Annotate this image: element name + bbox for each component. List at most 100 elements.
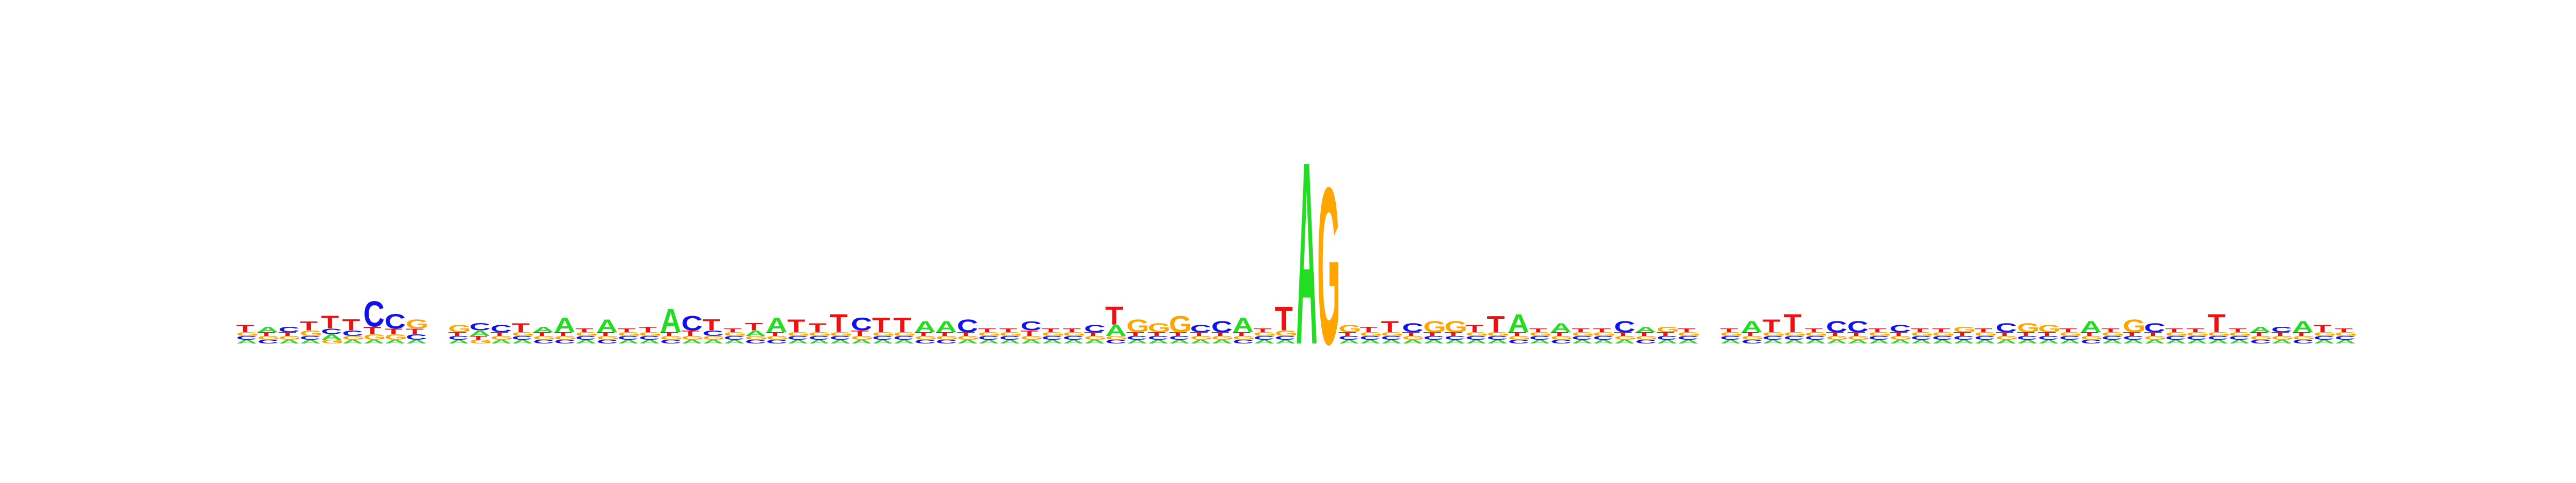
logo-letter-g: G [1508,335,1531,341]
logo-letter-a: A [1932,339,1953,345]
logo-letter-g: G [1360,331,1383,337]
logo-letter-t: T [1572,327,1590,333]
logo-letter-c: C [1487,335,1509,341]
logo-letter-t: T [2059,327,2077,333]
logo-letter-c: C [575,335,597,341]
logo-letter-g: G [342,335,365,341]
logo-letter-a: A [554,314,576,337]
logo-letter-a: A [1550,320,1572,335]
logo-letter-t: T [1423,331,1441,337]
logo-letter-c: C [533,339,554,345]
logo-letter-c: C [639,335,661,341]
logo-letter-t: T [1190,331,1209,337]
logo-letter-a: A [300,339,321,345]
logo-letter-g: G [1550,335,1574,341]
logo-letter-c: C [1381,335,1402,341]
logo-letter-a: A [1254,339,1275,345]
logo-letter-t: T [809,320,827,335]
logo-letter-g: G [745,335,768,341]
logo-letter-t: T [1275,299,1293,338]
logo-letter-a: A [1635,325,1657,334]
logo-letter-g: G [914,335,938,341]
logo-letter-t: T [872,314,890,337]
logo-letter-t: T [1974,327,1993,333]
logo-letter-g: G [1233,335,1256,341]
logo-letter-c: C [258,339,279,345]
logo-letter-t: T [2017,331,2035,337]
logo-letter-c: C [766,339,788,345]
logo-letter-c: C [1254,335,1275,341]
logo-letter-g: G [279,335,302,341]
logo-letter-t: T [851,329,869,338]
logo-letter-c: C [2229,335,2250,341]
logo-letter-g: G [639,331,662,337]
logo-letter-c: C [1784,335,1805,341]
logo-letter-g: G [1720,331,1743,337]
logo-letter-c: C [978,335,1000,341]
logo-letter-a: A [470,329,491,338]
logo-letter-g: G [1974,331,1997,337]
logo-letter-c: C [1211,318,1233,336]
logo-letter-g: G [2165,331,2189,337]
logo-letter-t: T [1084,331,1102,337]
logo-letter-c: C [1550,339,1572,345]
logo-letter-c: C [363,294,385,335]
logo-letter-a: A [1847,339,1869,345]
logo-letter-g: G [618,331,641,337]
logo-letter-t: T [1233,331,1251,337]
logo-letter-a: A [2059,339,2081,345]
logo-letter-c: C [1190,323,1212,335]
logo-letter-c: C [1953,335,1975,341]
logo-letter-c: C [1974,335,1996,341]
logo-letter-g: G [957,335,980,341]
logo-letter-g: G [470,339,493,345]
logo-letter-t: T [978,327,997,333]
logo-letter-t: T [1360,325,1378,334]
logo-letter-t: T [957,331,975,337]
logo-letter-t: T [1550,331,1569,337]
logo-letter-t: T [597,331,615,337]
logo-letter-c: C [491,323,512,335]
logo-letter-g: G [1890,335,1913,341]
logo-letter-c: C [894,335,915,341]
logo-letter-g: G [406,317,429,331]
logo-letter-t: T [682,329,700,338]
logo-letter-a: A [1338,339,1360,345]
logo-letter-t: T [787,316,806,336]
logo-letter-g: G [1148,320,1171,335]
logo-letter-a: A [894,339,915,345]
logo-letter-t: T [2144,331,2162,337]
logo-letter-t: T [1021,329,1039,338]
logo-letter-a: A [1741,318,1763,336]
logo-letter-t: T [1106,301,1124,330]
logo-letter-g: G [258,335,281,341]
logo-letter-c: C [1869,335,1890,341]
logo-letter-c: C [236,335,258,341]
logo-letter-t: T [2123,331,2141,337]
logo-letter-g: G [2250,335,2273,341]
logo-letter-t: T [618,327,636,333]
logo-letter-g: G [1741,335,1765,341]
logo-letter-t: T [1593,327,1611,333]
logo-letter-t: T [2165,327,2184,333]
logo-letter-a: A [2314,339,2335,345]
logo-letter-a: A [2186,339,2208,345]
logo-letter-a: A [491,339,512,345]
logo-letter-g: G [1381,331,1404,337]
logo-letter-a: A [2335,339,2357,345]
logo-letter-a: A [660,301,682,340]
logo-letter-a: A [999,339,1021,345]
logo-letter-t: T [385,327,403,335]
logo-letter-g: G [1635,335,1658,341]
logo-letter-a: A [1953,339,1975,345]
logo-letter-a: A [448,339,470,345]
logo-letter-g: G [2017,320,2040,335]
logo-letter-t: T [2038,331,2057,337]
logo-letter-c: C [2144,320,2165,335]
logo-letter-c: C [1233,339,1254,345]
logo-letter-g: G [2208,331,2231,337]
logo-letter-c: C [1741,339,1763,345]
logo-letter-c: C [470,321,491,333]
logo-letter-g: G [1847,335,1870,341]
